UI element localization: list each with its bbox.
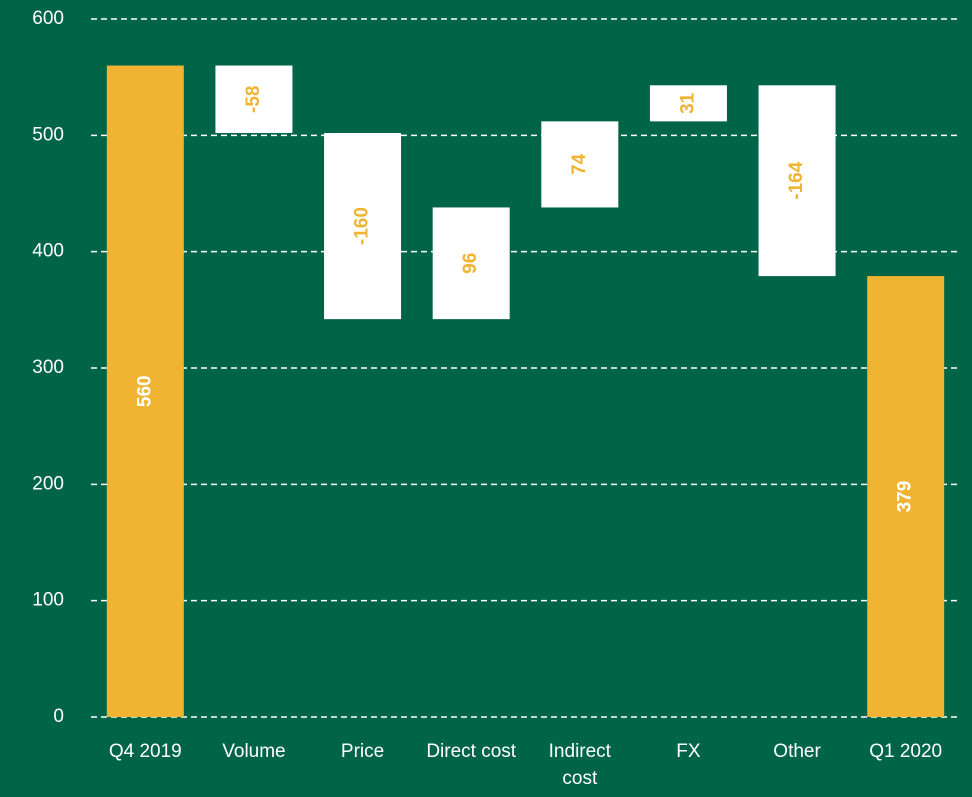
bar: [867, 276, 945, 717]
y-tick-label: 600: [32, 8, 64, 29]
x-tick-label: Volume: [222, 741, 286, 762]
x-tick-label: Q1 2020: [869, 741, 943, 762]
bar: [758, 85, 836, 277]
bar: [215, 65, 293, 134]
y-tick-label: 400: [32, 241, 64, 262]
y-tick-label: 100: [32, 590, 64, 611]
x-tick-label: Indirect cost: [548, 741, 611, 789]
y-tick-label: 500: [32, 124, 64, 145]
value-label: 379: [895, 481, 916, 513]
value-label: 74: [569, 153, 590, 175]
x-tick-label: Direct cost: [426, 741, 517, 762]
y-tick-label: 0: [53, 706, 64, 727]
value-label: -160: [352, 207, 373, 245]
value-label: 560: [134, 375, 155, 407]
bar: [106, 65, 184, 718]
x-tick-label: Q4 2019: [108, 741, 182, 762]
bar: [649, 85, 727, 122]
x-tick-label: FX: [676, 741, 701, 762]
bar: [541, 121, 619, 208]
x-tick-label: Price: [340, 741, 385, 762]
value-label: 96: [460, 253, 481, 274]
value-label: 31: [677, 92, 698, 114]
bar: [324, 133, 402, 320]
x-tick-label: Other: [773, 741, 821, 762]
value-label: -164: [786, 161, 807, 199]
value-label: -58: [243, 86, 264, 113]
bar: [432, 207, 510, 320]
y-tick-label: 200: [32, 473, 64, 494]
y-tick-label: 300: [32, 357, 64, 378]
